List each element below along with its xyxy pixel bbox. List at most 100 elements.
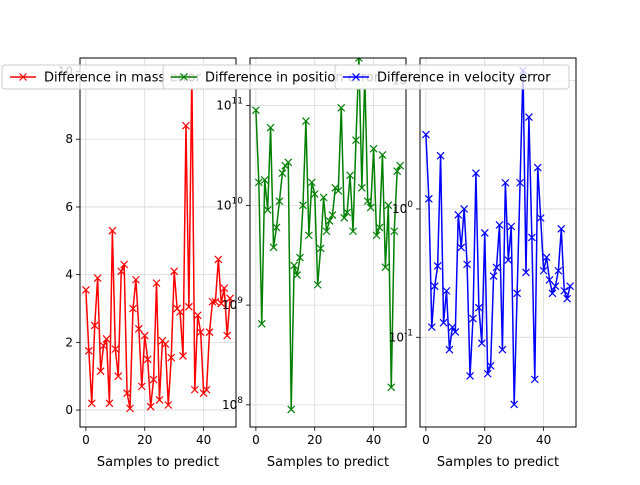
x-tick-label: 0 [252, 433, 260, 447]
data-point [349, 227, 357, 236]
marker-stroke [483, 369, 492, 378]
data-point [272, 223, 281, 232]
marker-stroke [430, 282, 439, 291]
axes-frame [419, 57, 577, 428]
marker-stroke [457, 243, 466, 252]
data-point [421, 130, 430, 139]
marker-stroke [436, 151, 445, 160]
data-point [202, 385, 211, 394]
data-point [477, 339, 486, 348]
marker-stroke [349, 227, 357, 236]
data-point [369, 144, 378, 153]
marker-stroke [220, 284, 229, 293]
data-point [132, 275, 140, 284]
marker-stroke [140, 331, 149, 340]
marker-stroke [495, 221, 504, 229]
data-point [454, 210, 463, 219]
data-point [357, 183, 366, 192]
data-point [208, 297, 217, 306]
data-point [427, 323, 436, 332]
x-tick-label: 0 [82, 433, 90, 447]
data-point [290, 261, 299, 270]
data-point [302, 117, 310, 125]
series-line [425, 69, 571, 406]
data-point [319, 193, 328, 202]
data-point [337, 103, 346, 112]
data-point [269, 243, 278, 252]
data-point [226, 294, 235, 303]
data-point [328, 211, 337, 219]
data-point [102, 335, 111, 343]
marker-stroke [352, 136, 360, 145]
marker-stroke [99, 341, 108, 350]
marker-stroke [381, 263, 390, 272]
marker-stroke [272, 223, 281, 232]
marker-stroke [105, 399, 114, 408]
data-point [516, 178, 524, 187]
x-axis-label: Samples to predict [267, 455, 389, 470]
y-tick-label: 10-1 [389, 328, 413, 344]
data-point [566, 282, 575, 291]
marker-stroke [307, 178, 316, 187]
marker-stroke [293, 271, 302, 280]
marker-stroke [90, 321, 99, 330]
marker-stroke [81, 285, 90, 294]
data-point [137, 382, 146, 391]
marker-stroke [346, 171, 354, 180]
data-point [451, 328, 460, 336]
marker-stroke [269, 243, 278, 252]
marker-stroke [161, 340, 170, 348]
x-axis-label: Samples to predict [97, 455, 219, 470]
data-point [81, 285, 90, 294]
data-point [134, 324, 143, 333]
marker-stroke [489, 272, 498, 280]
marker-stroke [539, 266, 548, 275]
marker-stroke [354, 58, 360, 62]
marker-stroke [263, 205, 272, 214]
data-point [483, 369, 492, 378]
marker-stroke [290, 261, 299, 270]
marker-stroke [448, 323, 457, 332]
data-point [524, 113, 533, 121]
data-point [310, 190, 319, 198]
marker-stroke [184, 302, 193, 311]
marker-stroke [120, 260, 129, 269]
axes-frame [249, 57, 407, 428]
marker-stroke [563, 294, 572, 303]
legend-label: Difference in velocity error [377, 71, 551, 86]
marker-stroke [111, 345, 120, 354]
marker-stroke [516, 178, 524, 187]
marker-stroke [325, 216, 334, 225]
data-point [313, 280, 322, 289]
x-tick-label: 40 [536, 433, 551, 447]
data-point [563, 294, 572, 303]
data-point [284, 158, 293, 167]
series-line [255, 58, 401, 411]
data-point [486, 361, 495, 370]
data-point [93, 274, 102, 282]
data-point [263, 205, 272, 214]
data-point [184, 302, 193, 311]
marker-stroke [155, 395, 164, 404]
data-point [167, 353, 176, 362]
legend-marker [180, 73, 188, 81]
marker-stroke [463, 260, 472, 269]
data-point [129, 304, 137, 313]
data-point [126, 404, 134, 413]
data-point [299, 201, 307, 210]
y-tick-label: 100 [392, 200, 413, 216]
marker-stroke [334, 186, 343, 195]
data-point [378, 151, 387, 159]
data-point [433, 261, 442, 270]
data-point [510, 400, 519, 409]
series-line [85, 70, 231, 410]
data-point [152, 279, 161, 288]
data-point [251, 106, 260, 115]
marker-stroke [387, 383, 396, 392]
data-point [170, 267, 179, 276]
data-point [140, 331, 149, 340]
marker-stroke [439, 318, 448, 327]
marker-stroke [328, 211, 337, 219]
data-point [254, 178, 263, 187]
